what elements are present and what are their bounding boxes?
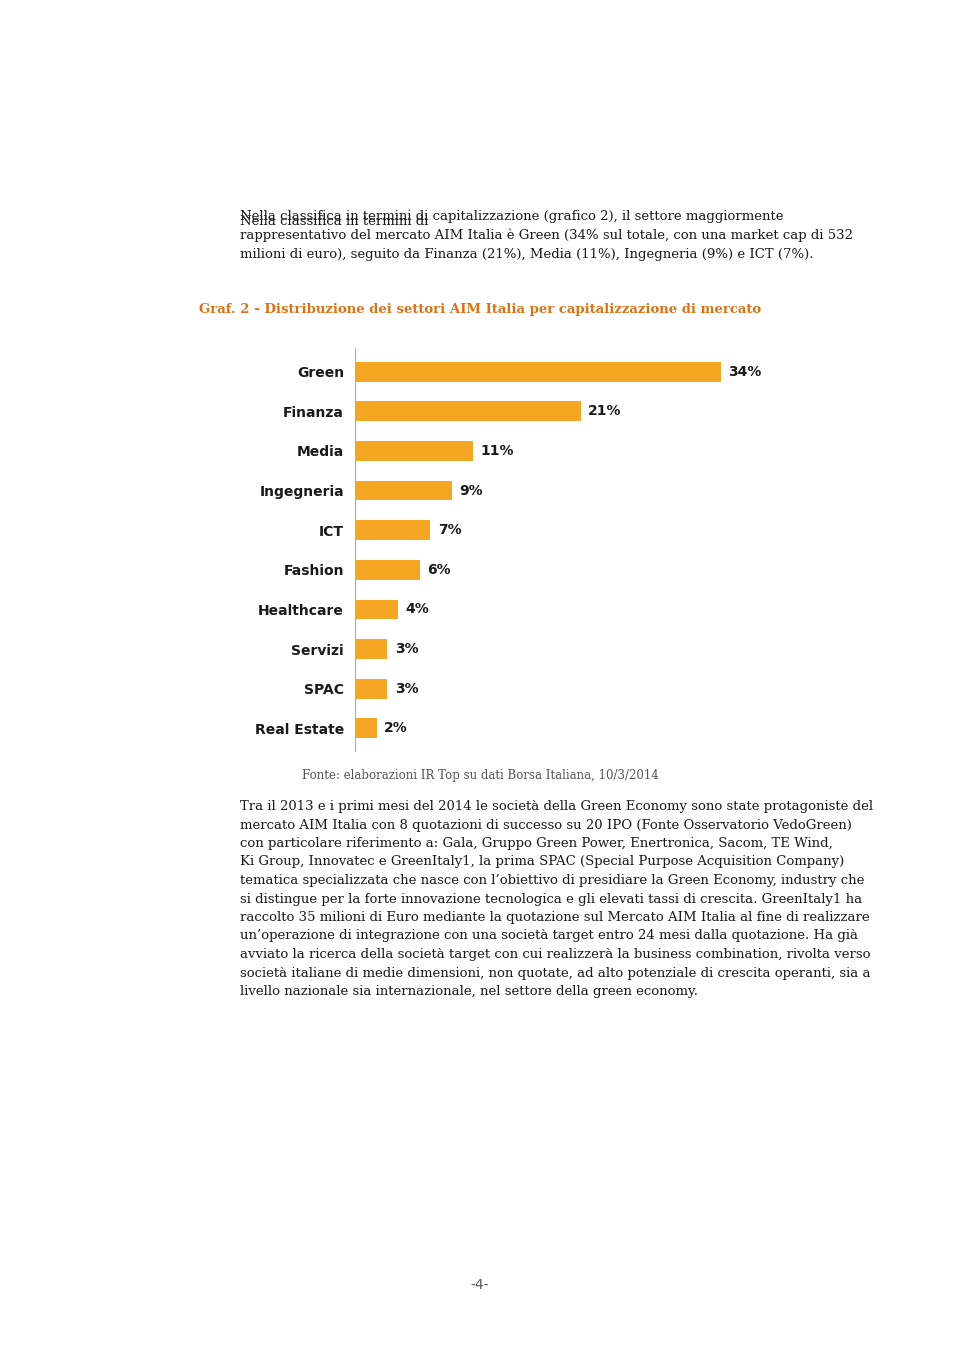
Text: Nella classifica in termini di capitalizzazione (grafico 2), il settore maggiorm: Nella classifica in termini di capitaliz… <box>240 210 853 261</box>
Bar <box>355 560 420 580</box>
Bar <box>355 718 376 738</box>
Text: Tra il 2013 e i primi mesi del 2014 le società della Green Economy sono state pr: Tra il 2013 e i primi mesi del 2014 le s… <box>240 800 874 998</box>
Text: 2%: 2% <box>384 721 408 735</box>
Text: 34%: 34% <box>728 365 761 379</box>
Text: 6%: 6% <box>427 562 450 577</box>
Bar <box>355 441 473 461</box>
Text: 21%: 21% <box>588 404 622 418</box>
Text: Fonte: elaborazioni IR Top su dati Borsa Italiana, 10/3/2014: Fonte: elaborazioni IR Top su dati Borsa… <box>301 768 659 781</box>
Bar <box>355 402 581 422</box>
Text: 3%: 3% <box>395 642 419 656</box>
Text: -4-: -4- <box>470 1278 490 1293</box>
Text: 7%: 7% <box>438 523 462 537</box>
Bar <box>355 362 721 381</box>
Bar <box>355 599 398 619</box>
Bar <box>355 481 452 500</box>
Bar <box>355 521 430 539</box>
Text: IR Top - Investor Relations Consulting - Ufficio Studi e Ricerche - www.irtop.co: IR Top - Investor Relations Consulting -… <box>180 1326 780 1340</box>
Bar <box>355 679 387 699</box>
Text: 3%: 3% <box>395 681 419 696</box>
Text: Graf. 2 - Distribuzione dei settori AIM Italia per capitalizzazione di mercato: Graf. 2 - Distribuzione dei settori AIM … <box>199 303 761 316</box>
Text: 9%: 9% <box>459 484 483 498</box>
Bar <box>355 639 387 658</box>
Text: 11%: 11% <box>481 443 515 458</box>
Text: Nella classifica in termini di: Nella classifica in termini di <box>240 215 433 228</box>
Text: 4%: 4% <box>405 603 429 617</box>
Text: Overview sul mercato AIM Italia e Investitori Istituzionali: Overview sul mercato AIM Italia e Invest… <box>353 145 931 164</box>
